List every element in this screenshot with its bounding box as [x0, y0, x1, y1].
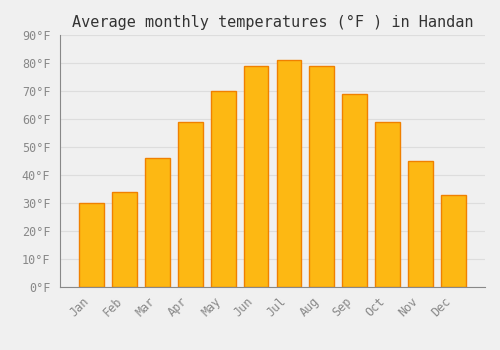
Bar: [145, 158, 170, 287]
Bar: [80, 203, 104, 287]
Bar: [178, 122, 203, 287]
Bar: [408, 161, 433, 287]
Bar: [310, 66, 334, 287]
Title: Average monthly temperatures (°F ) in Handan: Average monthly temperatures (°F ) in Ha…: [72, 15, 473, 30]
Bar: [376, 122, 400, 287]
Bar: [441, 195, 466, 287]
Bar: [211, 91, 236, 287]
Bar: [342, 94, 367, 287]
Bar: [244, 66, 268, 287]
Bar: [276, 60, 301, 287]
Bar: [112, 192, 137, 287]
